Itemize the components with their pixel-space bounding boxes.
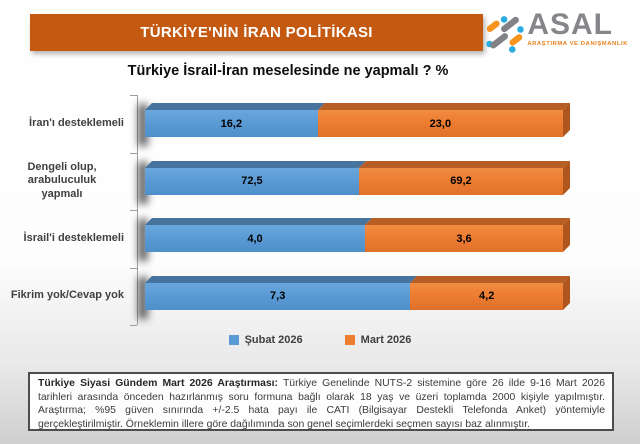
- stacked-bar: 16,2 23,0: [145, 103, 570, 137]
- category-axis-labels: İran'ı desteklemeli Dengeli olup, arabulu…: [0, 95, 130, 325]
- bar-top-face: [145, 103, 570, 110]
- bar-side-face: [563, 160, 570, 195]
- stacked-bar: 4,0 3,6: [145, 218, 570, 252]
- legend-item: Şubat 2026: [228, 334, 303, 346]
- legend-label: Mart 2026: [360, 334, 412, 346]
- title-banner: TÜRKİYE'NİN İRAN POLİTİKASI: [30, 14, 483, 51]
- bar-shadow: [138, 219, 148, 261]
- category-label: Fikrim yok/Cevap yok: [10, 289, 124, 302]
- bar-shadow: [138, 104, 148, 146]
- bar-front-face: 72,5 69,2: [145, 167, 563, 195]
- segment-mart-2026: 3,6: [364, 225, 563, 252]
- asal-logo-subtitle: ARAŞTIRMA VE DANIŞMANLIK: [527, 40, 628, 47]
- methodology-note: Türkiye Siyasi Gündem Mart 2026 Araştırm…: [28, 372, 614, 431]
- value-label: 69,2: [450, 175, 472, 187]
- bar-side-face: [563, 218, 570, 252]
- bar-top-face: [145, 160, 570, 168]
- asal-logo: ASAL ARAŞTIRMA VE DANIŞMANLIK: [485, 8, 628, 54]
- asal-logo-name: ASAL: [527, 8, 613, 41]
- bar-row: 7,3 4,2: [138, 268, 570, 326]
- axis-tick: [130, 152, 137, 154]
- bar-side-face: [563, 103, 570, 137]
- bar-row: 72,5 69,2: [138, 153, 570, 211]
- axis-tick: [130, 95, 137, 96]
- segment-subat-2026: 16,2: [145, 110, 318, 137]
- methodology-note-lead: Türkiye Siyasi Gündem Mart 2026 Araştırm…: [38, 378, 279, 389]
- segment-mart-2026: 4,2: [410, 282, 563, 310]
- legend: Şubat 2026 Mart 2026: [0, 334, 640, 346]
- bar-front-face: 7,3 4,2: [145, 282, 563, 310]
- methodology-note-body: Türkiye Genelinde NUTS-2 sistemine göre …: [38, 378, 606, 431]
- value-label: 23,0: [429, 117, 452, 130]
- value-label: 4,2: [479, 290, 495, 302]
- bar-side-face: [563, 275, 570, 310]
- legend-item: Mart 2026: [344, 334, 412, 346]
- legend-label: Şubat 2026: [244, 334, 303, 346]
- legend-swatch-icon: [228, 335, 239, 345]
- segment-mart-2026: 23,0: [317, 110, 563, 137]
- asal-logo-icon: [486, 16, 525, 53]
- legend-swatch-icon: [344, 335, 355, 345]
- category-label: İran'ı desteklemeli: [29, 116, 124, 129]
- bar-top-face: [145, 275, 570, 283]
- stacked-bar: 7,3 4,2: [145, 275, 570, 310]
- category-label: Dengeli olup, arabuluculuk yapmalı: [27, 160, 97, 201]
- value-label: 3,6: [456, 232, 472, 245]
- bar-row: 4,0 3,6: [138, 210, 570, 268]
- category-label: İsrail'i desteklemeli: [23, 231, 124, 244]
- segment-subat-2026: 7,3: [145, 282, 411, 310]
- category-axis-line: [137, 95, 138, 325]
- value-label: 4,0: [247, 232, 263, 245]
- segment-subat-2026: 72,5: [145, 167, 359, 195]
- stacked-bar: 72,5 69,2: [145, 160, 570, 195]
- bar-front-face: 16,2 23,0: [145, 110, 563, 137]
- axis-tick: [130, 325, 137, 326]
- bar-top-face: [145, 218, 570, 225]
- bar-row: 16,2 23,0: [138, 95, 570, 153]
- bar-shadow: [138, 276, 148, 319]
- chart-title: Türkiye İsrail-İran meselesinde ne yapma…: [127, 63, 449, 79]
- value-label: 7,3: [270, 290, 286, 302]
- axis-tick: [130, 210, 137, 211]
- segment-subat-2026: 4,0: [145, 225, 365, 252]
- asal-logo-text: ASAL ARAŞTIRMA VE DANIŞMANLIK: [527, 8, 628, 47]
- plot-area: 16,2 23,0 72,5 69,2 4,0 3,6 7,3 4,2: [138, 95, 570, 326]
- bar-front-face: 4,0 3,6: [145, 225, 563, 252]
- axis-tick: [130, 267, 137, 269]
- value-label: 16,2: [220, 117, 243, 130]
- bar-shadow: [138, 161, 148, 204]
- segment-mart-2026: 69,2: [358, 167, 563, 195]
- value-label: 72,5: [241, 175, 263, 187]
- page-title: TÜRKİYE'NİN İRAN POLİTİKASI: [140, 24, 373, 41]
